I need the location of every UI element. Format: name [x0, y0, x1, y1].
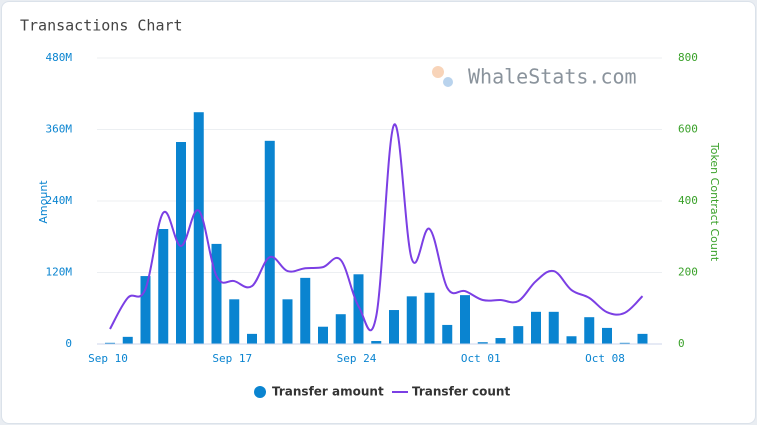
bar: [477, 342, 488, 344]
bar: [602, 327, 612, 344]
y-tick-label: 360M: [46, 123, 73, 136]
bar: [389, 310, 399, 344]
bar: [229, 299, 240, 344]
bar: [335, 314, 346, 344]
bar: [619, 342, 630, 344]
legend-label: Transfer amount: [272, 385, 384, 399]
x-tick-label: Sep 24: [337, 352, 377, 365]
bar: [531, 311, 541, 344]
bar: [264, 140, 275, 344]
bar: [513, 326, 524, 344]
bar: [584, 317, 595, 344]
y2-axis-title: Token Contract Count: [708, 142, 721, 262]
y-axis-title: Amount: [37, 180, 50, 224]
legend-marker: [254, 386, 266, 398]
bar: [140, 276, 151, 344]
line: [109, 123, 644, 332]
y-tick-label: 120M: [46, 266, 73, 279]
y2-tick-label: 400: [678, 194, 698, 207]
y2-tick-label: 600: [678, 123, 698, 136]
bar: [211, 243, 222, 344]
legend-label: Transfer count: [412, 385, 510, 399]
bar: [442, 324, 453, 344]
bar: [105, 342, 115, 344]
y2-tick-label: 800: [678, 51, 698, 64]
bar: [193, 112, 204, 345]
bar: [158, 229, 169, 344]
y2-tick-label: 200: [678, 266, 698, 279]
bar: [406, 296, 417, 344]
bar: [371, 341, 382, 344]
bar: [353, 274, 364, 344]
y-tick-label: 240M: [46, 194, 73, 207]
bar: [460, 295, 470, 344]
x-tick-label: Sep 17: [212, 352, 252, 365]
chart-title: Transactions Chart: [20, 17, 183, 35]
y2-tick-label: 0: [678, 337, 685, 350]
y-tick-label: 0: [65, 337, 72, 350]
bar: [424, 292, 435, 344]
x-tick-label: Oct 01: [461, 352, 501, 365]
watermark: WhaleStats.com: [468, 65, 637, 89]
y-tick-label: 480M: [46, 51, 73, 64]
bar: [548, 311, 559, 344]
bar: [300, 277, 311, 344]
x-tick-label: Sep 10: [88, 352, 128, 365]
bar: [566, 336, 577, 344]
bar: [247, 333, 257, 344]
bar: [495, 338, 506, 344]
bar: [282, 299, 293, 344]
x-tick-label: Oct 08: [585, 352, 625, 365]
bar: [637, 333, 648, 344]
watermark-icon: [432, 66, 453, 87]
bar: [318, 326, 328, 344]
bar: [122, 336, 133, 344]
bar: [176, 142, 186, 344]
